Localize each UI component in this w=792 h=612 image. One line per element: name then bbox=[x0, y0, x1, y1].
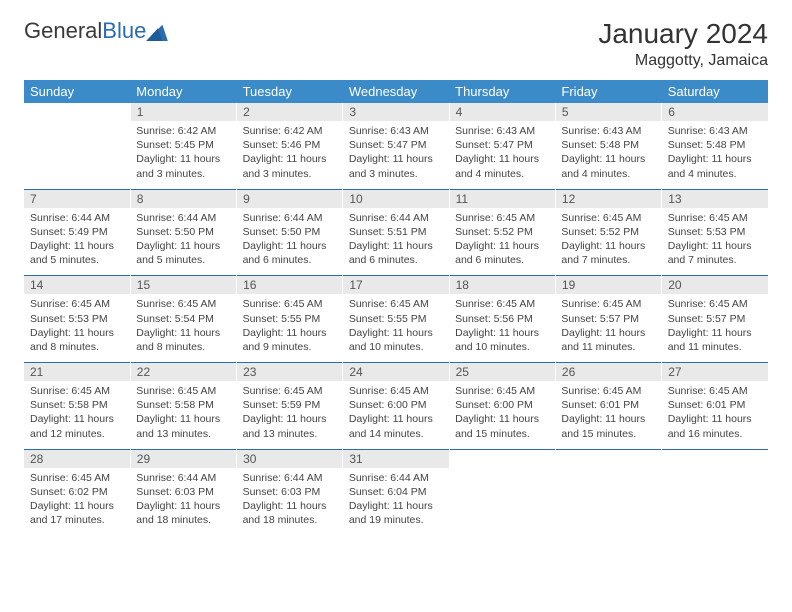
day-number: 27 bbox=[662, 363, 768, 382]
day-number: 15 bbox=[130, 276, 236, 295]
dow-cell: Saturday bbox=[662, 80, 768, 103]
day-number: 13 bbox=[662, 189, 768, 208]
day-number: 24 bbox=[343, 363, 449, 382]
day-content: Sunrise: 6:45 AMSunset: 5:53 PMDaylight:… bbox=[662, 208, 768, 276]
day-content: Sunrise: 6:45 AMSunset: 6:01 PMDaylight:… bbox=[555, 381, 661, 449]
day-content: Sunrise: 6:44 AMSunset: 6:03 PMDaylight:… bbox=[237, 468, 343, 536]
day-number: 4 bbox=[449, 103, 555, 121]
day-number: 26 bbox=[555, 363, 661, 382]
day-content: Sunrise: 6:42 AMSunset: 5:45 PMDaylight:… bbox=[130, 121, 236, 189]
day-number: 1 bbox=[130, 103, 236, 121]
day-content: Sunrise: 6:44 AMSunset: 5:50 PMDaylight:… bbox=[237, 208, 343, 276]
daynum-row: 21222324252627 bbox=[24, 363, 768, 382]
day-content bbox=[662, 468, 768, 536]
calendar-body: SundayMondayTuesdayWednesdayThursdayFrid… bbox=[24, 80, 768, 535]
content-row: Sunrise: 6:45 AMSunset: 5:58 PMDaylight:… bbox=[24, 381, 768, 449]
day-number: 22 bbox=[130, 363, 236, 382]
day-content: Sunrise: 6:43 AMSunset: 5:48 PMDaylight:… bbox=[555, 121, 661, 189]
day-content: Sunrise: 6:45 AMSunset: 5:58 PMDaylight:… bbox=[130, 381, 236, 449]
day-content: Sunrise: 6:43 AMSunset: 5:48 PMDaylight:… bbox=[662, 121, 768, 189]
day-content: Sunrise: 6:45 AMSunset: 5:59 PMDaylight:… bbox=[237, 381, 343, 449]
day-number: 9 bbox=[237, 189, 343, 208]
day-content: Sunrise: 6:44 AMSunset: 6:03 PMDaylight:… bbox=[130, 468, 236, 536]
day-content: Sunrise: 6:45 AMSunset: 5:54 PMDaylight:… bbox=[130, 294, 236, 362]
day-content: Sunrise: 6:45 AMSunset: 6:01 PMDaylight:… bbox=[662, 381, 768, 449]
day-content: Sunrise: 6:45 AMSunset: 5:57 PMDaylight:… bbox=[662, 294, 768, 362]
day-number: 2 bbox=[237, 103, 343, 121]
day-number: 8 bbox=[130, 189, 236, 208]
day-number: 25 bbox=[449, 363, 555, 382]
dow-cell: Monday bbox=[130, 80, 236, 103]
day-number: 17 bbox=[343, 276, 449, 295]
day-number: 11 bbox=[449, 189, 555, 208]
day-content bbox=[555, 468, 661, 536]
day-number bbox=[24, 103, 130, 121]
day-content bbox=[449, 468, 555, 536]
day-content: Sunrise: 6:44 AMSunset: 5:51 PMDaylight:… bbox=[343, 208, 449, 276]
day-number: 20 bbox=[662, 276, 768, 295]
day-number bbox=[449, 449, 555, 468]
day-number: 7 bbox=[24, 189, 130, 208]
day-number: 12 bbox=[555, 189, 661, 208]
day-content: Sunrise: 6:45 AMSunset: 6:00 PMDaylight:… bbox=[449, 381, 555, 449]
day-number: 29 bbox=[130, 449, 236, 468]
month-title: January 2024 bbox=[598, 18, 768, 50]
day-content: Sunrise: 6:42 AMSunset: 5:46 PMDaylight:… bbox=[237, 121, 343, 189]
day-content: Sunrise: 6:45 AMSunset: 5:56 PMDaylight:… bbox=[449, 294, 555, 362]
day-number: 28 bbox=[24, 449, 130, 468]
daynum-row: 28293031 bbox=[24, 449, 768, 468]
day-content: Sunrise: 6:43 AMSunset: 5:47 PMDaylight:… bbox=[449, 121, 555, 189]
day-number bbox=[555, 449, 661, 468]
day-content: Sunrise: 6:43 AMSunset: 5:47 PMDaylight:… bbox=[343, 121, 449, 189]
content-row: Sunrise: 6:42 AMSunset: 5:45 PMDaylight:… bbox=[24, 121, 768, 189]
dow-row: SundayMondayTuesdayWednesdayThursdayFrid… bbox=[24, 80, 768, 103]
daynum-row: 78910111213 bbox=[24, 189, 768, 208]
day-content bbox=[24, 121, 130, 189]
content-row: Sunrise: 6:44 AMSunset: 5:49 PMDaylight:… bbox=[24, 208, 768, 276]
day-content: Sunrise: 6:45 AMSunset: 5:52 PMDaylight:… bbox=[449, 208, 555, 276]
day-number: 14 bbox=[24, 276, 130, 295]
day-content: Sunrise: 6:44 AMSunset: 6:04 PMDaylight:… bbox=[343, 468, 449, 536]
day-content: Sunrise: 6:45 AMSunset: 5:55 PMDaylight:… bbox=[237, 294, 343, 362]
content-row: Sunrise: 6:45 AMSunset: 5:53 PMDaylight:… bbox=[24, 294, 768, 362]
day-number: 3 bbox=[343, 103, 449, 121]
logo-triangle-icon bbox=[146, 23, 168, 41]
dow-cell: Friday bbox=[555, 80, 661, 103]
daynum-row: 123456 bbox=[24, 103, 768, 121]
day-number: 21 bbox=[24, 363, 130, 382]
dow-cell: Thursday bbox=[449, 80, 555, 103]
location: Maggotty, Jamaica bbox=[598, 52, 768, 70]
day-content: Sunrise: 6:45 AMSunset: 5:52 PMDaylight:… bbox=[555, 208, 661, 276]
day-number: 10 bbox=[343, 189, 449, 208]
day-number: 16 bbox=[237, 276, 343, 295]
dow-cell: Wednesday bbox=[343, 80, 449, 103]
day-content: Sunrise: 6:45 AMSunset: 5:55 PMDaylight:… bbox=[343, 294, 449, 362]
day-content: Sunrise: 6:45 AMSunset: 6:02 PMDaylight:… bbox=[24, 468, 130, 536]
logo: GeneralBlue bbox=[24, 18, 168, 44]
calendar-table: SundayMondayTuesdayWednesdayThursdayFrid… bbox=[24, 80, 768, 535]
logo-text: GeneralBlue bbox=[24, 18, 146, 44]
dow-cell: Sunday bbox=[24, 80, 130, 103]
dow-cell: Tuesday bbox=[237, 80, 343, 103]
day-content: Sunrise: 6:45 AMSunset: 6:00 PMDaylight:… bbox=[343, 381, 449, 449]
logo-part1: General bbox=[24, 18, 102, 43]
day-content: Sunrise: 6:44 AMSunset: 5:50 PMDaylight:… bbox=[130, 208, 236, 276]
daynum-row: 14151617181920 bbox=[24, 276, 768, 295]
content-row: Sunrise: 6:45 AMSunset: 6:02 PMDaylight:… bbox=[24, 468, 768, 536]
day-number: 18 bbox=[449, 276, 555, 295]
day-number: 19 bbox=[555, 276, 661, 295]
day-content: Sunrise: 6:45 AMSunset: 5:53 PMDaylight:… bbox=[24, 294, 130, 362]
day-number: 30 bbox=[237, 449, 343, 468]
day-number bbox=[662, 449, 768, 468]
logo-part2: Blue bbox=[102, 18, 146, 43]
day-number: 23 bbox=[237, 363, 343, 382]
day-number: 6 bbox=[662, 103, 768, 121]
day-number: 31 bbox=[343, 449, 449, 468]
day-content: Sunrise: 6:44 AMSunset: 5:49 PMDaylight:… bbox=[24, 208, 130, 276]
title-block: January 2024 Maggotty, Jamaica bbox=[598, 18, 768, 70]
header: GeneralBlue January 2024 Maggotty, Jamai… bbox=[24, 18, 768, 70]
day-content: Sunrise: 6:45 AMSunset: 5:58 PMDaylight:… bbox=[24, 381, 130, 449]
day-number: 5 bbox=[555, 103, 661, 121]
day-content: Sunrise: 6:45 AMSunset: 5:57 PMDaylight:… bbox=[555, 294, 661, 362]
